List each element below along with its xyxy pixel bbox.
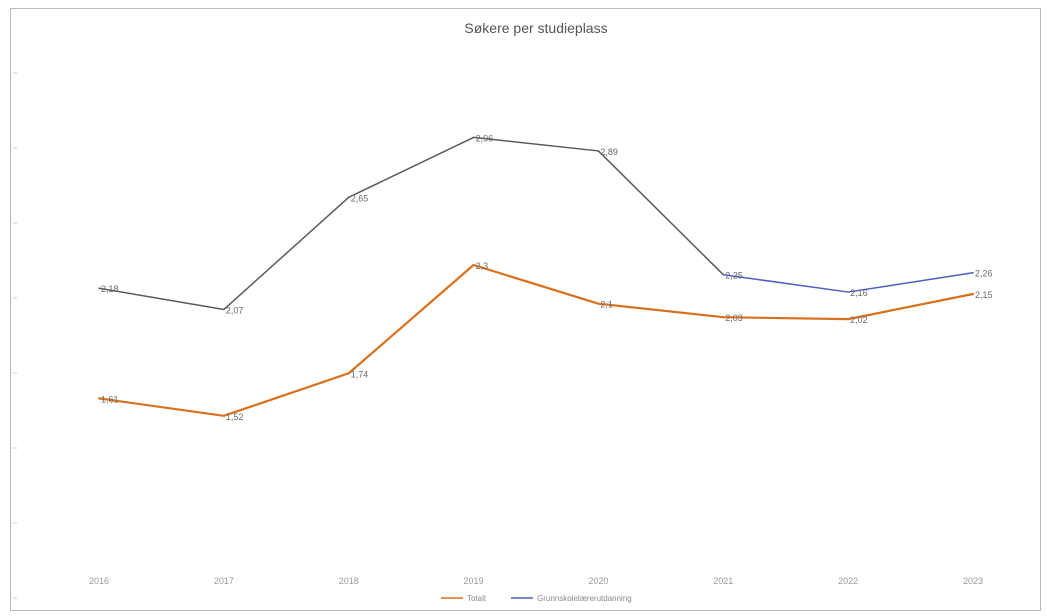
data-label: 2,25 [725, 271, 743, 281]
x-axis: 2016 2017 2018 2019 2020 2021 2022 2023 [89, 576, 983, 586]
x-tick-label: 2016 [89, 576, 109, 586]
data-label: 2,65 [351, 193, 369, 203]
series-2-segment [597, 150, 725, 276]
data-label: 2,3 [476, 261, 489, 271]
data-label: 2,02 [850, 315, 868, 325]
data-label: 2,18 [101, 284, 119, 294]
series-1-segment [722, 316, 850, 321]
legend-entry: Totalt [467, 594, 487, 603]
data-label: 2,15 [975, 290, 993, 300]
series-1-segment [847, 292, 975, 321]
data-label: 1,61 [101, 394, 119, 404]
x-tick-label: 2021 [713, 576, 733, 586]
data-label: 2,16 [850, 288, 868, 298]
series-1-segment [97, 397, 225, 417]
chart-title: Søkere per studieplass [464, 20, 607, 36]
line-chart: Søkere per studieplass 1,61 1,52 1,74 2,3 2,… [13, 20, 993, 603]
data-label: 2,1 [600, 300, 613, 310]
x-tick-label: 2018 [339, 576, 359, 586]
series-2-segment [223, 196, 350, 311]
data-label: 2,89 [600, 147, 618, 157]
y-axis-tick-marks [13, 72, 17, 599]
series-1-segment [222, 372, 350, 417]
series-2 [98, 136, 974, 311]
data-label: 2,07 [226, 305, 244, 315]
series-1-segment [472, 263, 600, 305]
data-label-layer: 1,61 1,52 1,74 2,3 2,1 2,03 2,02 2,15 2,18 2,07 2,… [101, 133, 993, 421]
series-1 [97, 263, 975, 417]
data-label: 2,96 [476, 133, 494, 143]
legend-entry: Grunnskolelærerutdanning [537, 594, 632, 603]
series-layer [97, 136, 975, 417]
series-1-segment [597, 302, 725, 319]
x-tick-label: 2022 [838, 576, 858, 586]
series-1-segment [347, 263, 475, 375]
series-2-segment [98, 287, 225, 311]
series-2-segment [472, 136, 600, 152]
series-2-segment [722, 273, 849, 293]
chart-container: Søkere per studieplass 1,61 1,52 1,74 2,3 2,… [10, 8, 1041, 611]
x-tick-label: 2023 [963, 576, 983, 586]
series-2-segment [847, 271, 974, 293]
data-label: 1,52 [226, 412, 244, 422]
x-tick-label: 2020 [588, 576, 608, 586]
series-2-segment [347, 136, 475, 199]
x-tick-label: 2019 [464, 576, 484, 586]
x-tick-label: 2017 [214, 576, 234, 586]
data-label: 2,26 [975, 269, 993, 279]
data-label: 1,74 [351, 369, 369, 379]
legend: Totalt Grunnskolelærerutdanning [441, 594, 632, 603]
data-label: 2,03 [725, 313, 743, 323]
